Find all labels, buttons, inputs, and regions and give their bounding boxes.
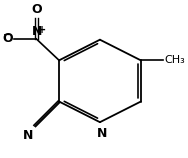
Text: N: N (23, 129, 33, 142)
Text: N: N (32, 25, 42, 38)
Text: O: O (2, 32, 13, 46)
Text: N: N (96, 127, 107, 140)
Text: O: O (31, 3, 42, 16)
Text: +: + (38, 25, 46, 35)
Text: CH₃: CH₃ (164, 55, 185, 65)
Text: −: − (2, 30, 12, 40)
